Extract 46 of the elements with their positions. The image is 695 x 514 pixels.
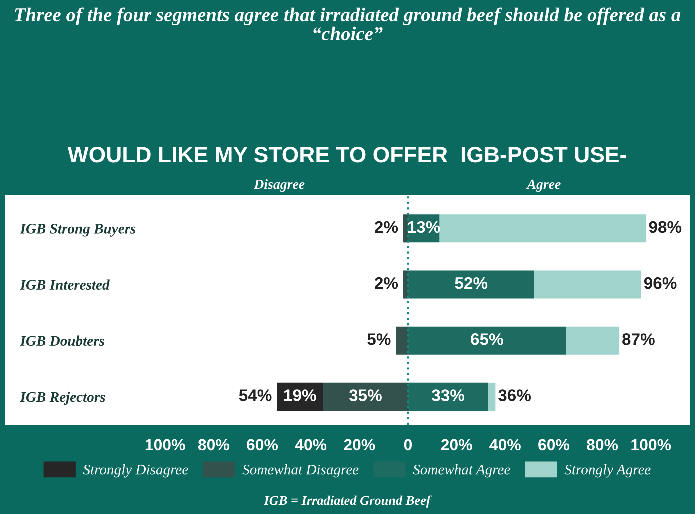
data-label: 35% — [349, 390, 382, 402]
annotation: 2% — [375, 221, 398, 234]
legend-label: Strongly Disagree — [83, 464, 188, 478]
x-tick-label: 60% — [538, 439, 570, 451]
bar — [488, 382, 496, 411]
annotation: 2% — [375, 277, 398, 290]
bar — [323, 382, 408, 411]
legend-label: Somewhat Agree — [413, 464, 510, 478]
data-label: 19% — [284, 390, 316, 402]
legend-label: Strongly Agree — [564, 464, 651, 478]
legend-label: Somewhat Disagree — [242, 464, 359, 478]
bar — [534, 270, 642, 299]
bar — [408, 382, 488, 411]
bar — [396, 326, 408, 355]
x-tick-label: 0 — [404, 439, 412, 451]
x-tick-label: 40% — [490, 439, 521, 451]
y-tick-label: IGB Doubters — [20, 336, 105, 346]
bar — [408, 326, 566, 355]
y-tick-label: IGB Strong Buyers — [20, 224, 136, 237]
x-tick-label: 80% — [587, 439, 618, 451]
annotation: 87% — [622, 334, 655, 346]
annotation: 36% — [498, 390, 532, 402]
x-tick-label: 80% — [198, 439, 230, 451]
x-tick-label: 100% — [146, 439, 186, 451]
text: Agree — [526, 180, 561, 192]
data-label: 65% — [471, 334, 504, 346]
text: IGB = Irradiated Ground Beef — [264, 496, 432, 508]
x-tick-label: 40% — [295, 439, 327, 451]
data-label: 52% — [455, 277, 488, 290]
annotation: 96% — [644, 277, 677, 290]
annotation: 5% — [368, 334, 391, 346]
annotation: 54% — [239, 390, 272, 402]
x-tick-label: 20% — [344, 439, 376, 451]
bar — [408, 270, 535, 299]
y-tick-label: IGB Rejectors — [20, 392, 106, 406]
bar — [566, 326, 620, 355]
x-tick-label: 20% — [441, 439, 472, 451]
text: Disagree — [254, 179, 305, 192]
y-tick-label: IGB Interested — [20, 280, 110, 290]
data-label: 33% — [432, 390, 465, 402]
annotation: 98% — [649, 221, 682, 234]
x-tick-label: 60% — [247, 439, 278, 451]
chart-title: Three of the four segments agree that irradiated ground beef should be offered as a “choice” — [15, 8, 681, 41]
bar — [440, 214, 646, 243]
x-tick-label: 100% — [632, 439, 672, 451]
chart-subtitle: WOULD LIKE MY STORE TO OFFER IGB-POST USE- — [68, 147, 626, 163]
